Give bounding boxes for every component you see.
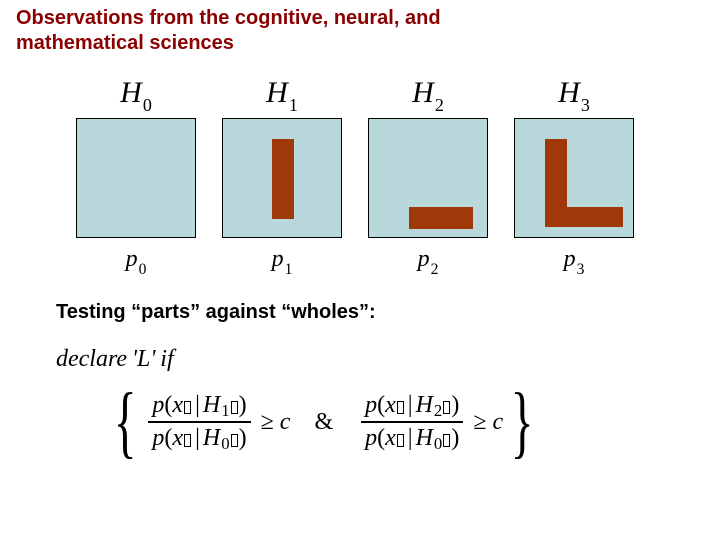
hypothesis-box	[222, 118, 342, 238]
hypothesis-cell: H0 p0	[76, 76, 196, 273]
likelihood-ratio: p(x|H1)p(x|H0)	[148, 392, 250, 451]
hypothesis-row: H0 p0 H1 p1 H2 p2 H3 p3	[76, 76, 704, 273]
hypothesis-box	[368, 118, 488, 238]
slide-title: Observations from the cognitive, neural,…	[16, 6, 536, 56]
decision-formula: {p(x|H1)p(x|H0)≥c&p(x|H2)p(x|H0)≥c}	[106, 387, 704, 457]
subheading: Testing “parts” against “wholes”:	[56, 301, 704, 324]
hypothesis-box	[76, 118, 196, 238]
placeholder-box-icon	[397, 434, 404, 447]
hypothesis-cell: H2 p2	[368, 76, 488, 273]
h-label: H1	[266, 76, 298, 110]
vertical-bar-shape	[272, 139, 294, 219]
p-label: p3	[564, 246, 585, 273]
and-operator: &	[314, 409, 333, 436]
placeholder-box-icon	[184, 401, 191, 414]
p-label: p0	[126, 246, 147, 273]
placeholder-box-icon	[443, 434, 450, 447]
h-label: H3	[558, 76, 590, 110]
h-label: H0	[120, 76, 152, 110]
likelihood-ratio: p(x|H2)p(x|H0)	[361, 392, 463, 451]
hypothesis-cell: H1 p1	[222, 76, 342, 273]
horizontal-bar-shape	[409, 207, 473, 229]
placeholder-box-icon	[443, 401, 450, 414]
hypothesis-box	[514, 118, 634, 238]
h-label: H2	[412, 76, 444, 110]
placeholder-box-icon	[397, 401, 404, 414]
p-label: p2	[418, 246, 439, 273]
placeholder-box-icon	[231, 401, 238, 414]
l-shape-horizontal	[545, 207, 623, 227]
p-label: p1	[272, 246, 293, 273]
left-brace-icon: {	[114, 387, 137, 457]
hypothesis-cell: H3 p3	[514, 76, 634, 273]
slide: Observations from the cognitive, neural,…	[0, 0, 720, 540]
declare-line: declare 'L' if	[56, 346, 704, 373]
placeholder-box-icon	[231, 434, 238, 447]
placeholder-box-icon	[184, 434, 191, 447]
right-brace-icon: }	[511, 387, 534, 457]
